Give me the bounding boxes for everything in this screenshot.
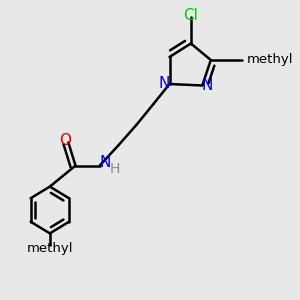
Text: Cl: Cl [183,8,198,22]
Text: N: N [159,76,170,92]
Text: methyl: methyl [246,53,293,67]
Text: methyl: methyl [27,242,73,255]
Text: N: N [202,78,213,93]
Text: H: H [109,162,120,176]
Text: N: N [99,155,110,170]
Text: O: O [59,133,71,148]
